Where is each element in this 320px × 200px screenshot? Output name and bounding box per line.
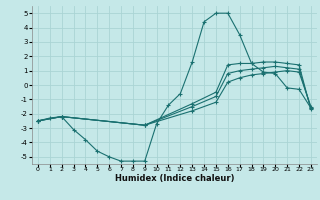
X-axis label: Humidex (Indice chaleur): Humidex (Indice chaleur) [115,174,234,183]
